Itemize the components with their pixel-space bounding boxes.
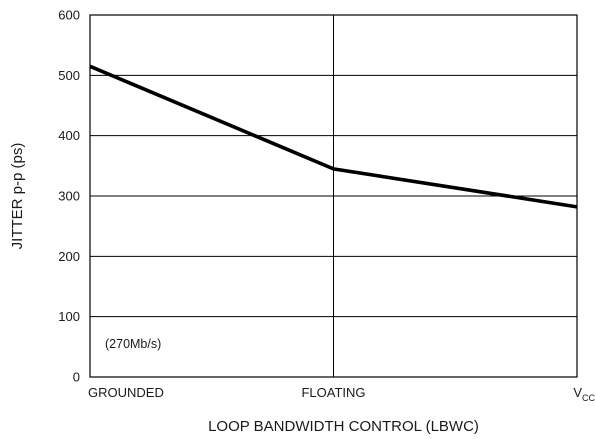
y-tick-label: 600: [58, 8, 80, 23]
x-tick-label: FLOATING: [301, 385, 365, 400]
y-tick-label: 100: [58, 309, 80, 324]
annotation-label: (270Mb/s): [105, 337, 161, 351]
x-tick-label: VCC: [573, 385, 595, 403]
series-line: [89, 64, 578, 209]
y-axis-title: JITTER p-p (ps): [9, 143, 26, 250]
y-tick-label: 400: [58, 128, 80, 143]
y-tick-label: 300: [58, 189, 80, 204]
series-group: [89, 64, 578, 209]
y-tick-labels: 0 100 200 300 400 500 600: [58, 8, 80, 385]
x-tick-labels: GROUNDED FLOATING VCC: [88, 385, 595, 403]
y-tick-label: 500: [58, 68, 80, 83]
x-tick-subscript: CC: [582, 393, 595, 403]
plot-frame: [89, 14, 578, 378]
grid-lines: [90, 15, 577, 377]
y-tick-label: 0: [73, 370, 80, 385]
y-tick-label: 200: [58, 249, 80, 264]
x-tick-label: GROUNDED: [88, 385, 164, 400]
x-axis-title: LOOP BANDWIDTH CONTROL (LBWC): [208, 418, 479, 435]
